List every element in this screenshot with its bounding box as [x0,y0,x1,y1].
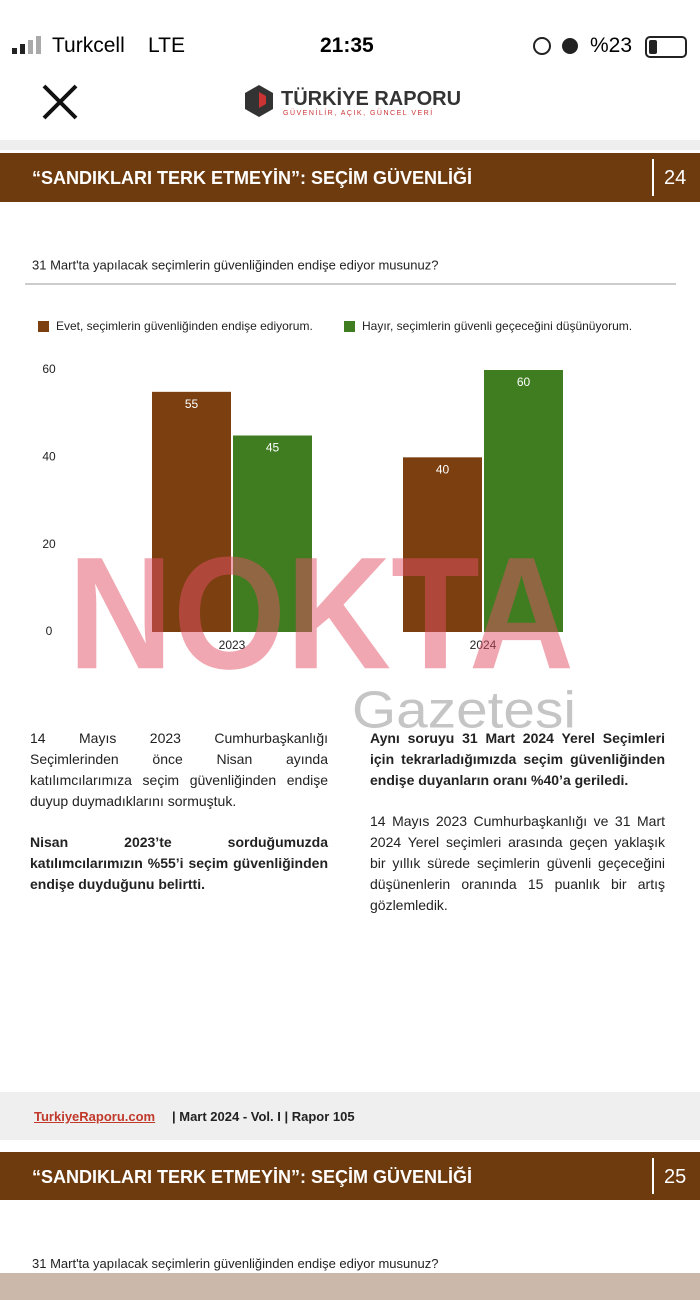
value-label: 60 [517,375,531,389]
y-tick-label: 20 [42,537,56,551]
y-tick-label: 60 [42,362,56,376]
battery-icon [645,36,687,58]
page-number: 24 [664,167,687,189]
value-label: 55 [185,397,199,411]
value-label: 40 [436,463,450,477]
page-gap [0,140,700,150]
paragraph: Nisan 2023’te sorduğumuzda katılımcıları… [30,834,328,892]
x-tick-label: 2024 [470,638,497,652]
y-tick-label: 40 [42,450,56,464]
divider [652,159,654,196]
signal [12,36,46,61]
legend-swatch [38,321,49,332]
watermark: NOKTA [68,523,574,702]
status-icons [532,36,582,61]
paragraph: 14 Mayıs 2023 Cumhurbaşkanlığı Seçimleri… [30,730,328,809]
time: 21:35 [320,34,374,57]
battery-text: %23 [590,34,633,57]
brand: TÜRKİYE RAPORU [281,88,462,110]
section-bar: “SANDIKLARI TERK ETMEYİN”: SEÇİM GÜVENLİ… [0,1152,700,1200]
footer-link[interactable]: TurkiyeRaporu.com [34,1109,156,1124]
carrier: Turkcell [52,34,125,57]
question: 31 Mart'ta yapılacak seçimlerin güvenliğ… [32,1256,439,1271]
value-label: 45 [266,441,280,455]
bar [233,435,312,632]
footer: TurkiyeRaporu.com | Mart 2024 - Vol. I |… [0,1092,700,1140]
section-title: “SANDIKLARI TERK ETMEYİN”: SEÇİM GÜVENLİ… [32,1167,473,1187]
bar [484,370,563,632]
section-title: “SANDIKLARI TERK ETMEYİN”: SEÇİM GÜVENLİ… [32,168,473,188]
legend-swatch [344,321,355,332]
section-bar: “SANDIKLARI TERK ETMEYİN”: SEÇİM GÜVENLİ… [0,153,700,202]
image-strip [0,1273,700,1300]
y-tick-label: 0 [46,624,53,638]
legend-label: Hayır, seçimlerin güvenli geçeceğini düş… [362,319,632,333]
left-column: 14 Mayıs 2023 Cumhurbaşkanlığı Seçimleri… [30,728,328,915]
legend-label: Evet, seçimlerin güvenliğinden endişe ed… [56,319,313,333]
close-button[interactable] [40,82,80,127]
x-tick-label: 2023 [219,638,246,652]
right-column: Aynı soruyu 31 Mart 2024 Yerel Seçimleri… [370,728,665,936]
chart-title: 31 Mart'ta yapılacak seçimlerin güvenliğ… [32,257,438,272]
watermark-subtitle: Gazetesi [352,682,576,730]
paragraph: 14 Mayıs 2023 Cumhurbaşkanlığı ve 31 Mar… [370,813,665,913]
tagline: GÜVENİLİR, AÇIK, GÜNCEL VERİ [283,110,434,117]
logo-icon [244,84,274,123]
chart: 31 Mart'ta yapılacak seçimlerin güvenliğ… [25,257,676,730]
bar [403,457,482,632]
divider [652,1158,654,1194]
paragraph: Aynı soruyu 31 Mart 2024 Yerel Seçimleri… [370,730,665,788]
network: LTE [148,34,185,57]
bar [152,391,231,632]
page-number: 25 [664,1166,687,1188]
footer-info: | Mart 2024 - Vol. I | Rapor 105 [172,1109,355,1124]
